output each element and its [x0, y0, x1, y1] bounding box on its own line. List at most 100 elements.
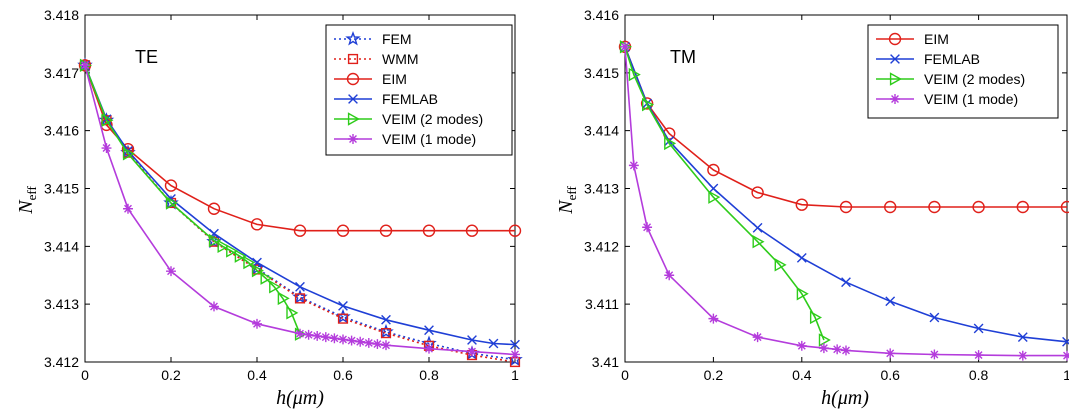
x-tick-label: 0.2: [161, 367, 181, 383]
data-point: [123, 203, 133, 214]
data-point: [166, 266, 176, 277]
data-point: [488, 338, 499, 349]
data-point: [101, 143, 112, 153]
data-point: [243, 255, 256, 270]
data-point: [640, 97, 654, 110]
legend-marker: [348, 94, 358, 104]
data-point: [208, 233, 221, 248]
data-point: [841, 345, 851, 356]
data-point: [707, 163, 720, 177]
data-point: [818, 343, 829, 354]
data-point: [286, 306, 299, 320]
data-point: [796, 287, 809, 301]
y-tick-label: 3.412: [44, 354, 79, 370]
chart-te: 0 0.2 0.4 0.6 0.8 1 3.412 3.413 3.414 3.415 3.416 3…: [15, 7, 523, 409]
data-point: [381, 314, 391, 325]
data-point: [796, 253, 807, 263]
legend-marker: [346, 72, 360, 86]
x-tick-label: 0: [621, 367, 629, 383]
data-point: [338, 301, 348, 311]
data-point: [251, 263, 264, 278]
legend-entry: VEIM (2 modes): [334, 111, 483, 127]
legend: EIM FEMLAB VEIM (2 modes) VEIM (1 mode): [867, 24, 1059, 119]
x-tick-label: 0.4: [247, 367, 267, 383]
y-tick-label: 3.41: [592, 354, 619, 370]
data-point: [346, 335, 357, 346]
legend-entry: VEIM (1 mode): [334, 131, 476, 147]
legend-label: WMM: [382, 51, 419, 67]
data-point: [101, 113, 114, 127]
data-point: [467, 346, 477, 357]
y-tick-label: 3.415: [44, 181, 79, 197]
data-point: [832, 344, 843, 355]
data-point: [752, 332, 763, 343]
data-point: [1017, 332, 1028, 343]
legend-label: EIM: [924, 31, 949, 47]
data-point: [467, 335, 477, 345]
legend-label: VEIM (2 modes): [382, 111, 483, 127]
data-point: [1062, 336, 1069, 347]
data-point: [372, 339, 383, 350]
data-point: [355, 336, 366, 347]
data-point: [708, 313, 719, 324]
y-tick-label: 3.411: [585, 296, 619, 312]
data-point: [929, 312, 940, 323]
data-point: [508, 224, 522, 237]
legend-marker: [347, 53, 359, 65]
series-line: [624, 46, 825, 341]
y-tick-label: 3.416: [584, 7, 619, 23]
data-point: [320, 332, 331, 343]
x-tick-label: 0: [81, 367, 89, 383]
data-point: [841, 277, 851, 288]
legend-marker: [345, 31, 361, 46]
data-point: [252, 318, 262, 329]
data-point: [664, 270, 675, 281]
data-point: [972, 200, 985, 214]
data-point: [885, 348, 896, 359]
data-point: [628, 160, 639, 171]
data-point: [234, 249, 247, 263]
legend-box: [325, 24, 513, 156]
data-point: [809, 310, 823, 325]
data-point: [329, 333, 340, 344]
x-tick-label: 1: [1063, 367, 1069, 383]
data-point: [642, 97, 655, 112]
data-point: [1016, 200, 1029, 214]
panel-label: TM: [670, 47, 696, 67]
legend-label: VEIM (1 mode): [382, 131, 476, 147]
legend-label: VEIM (2 modes): [924, 71, 1025, 87]
legend-label: FEM: [382, 31, 412, 47]
data-point: [928, 200, 941, 214]
data-point: [363, 337, 374, 348]
legend-entry: FEMLAB: [334, 91, 438, 107]
legend-entry: EIM: [334, 71, 407, 87]
legend-entry: WMM: [334, 51, 419, 67]
legend-label: FEMLAB: [924, 51, 980, 67]
legend-entry: VEIM (1 mode): [876, 91, 1018, 107]
data-point: [839, 200, 853, 214]
data-point: [336, 224, 350, 237]
data-point: [165, 196, 178, 210]
data-point: [465, 224, 479, 237]
legend-entry: FEMLAB: [876, 51, 980, 67]
data-point: [973, 323, 984, 334]
data-point: [751, 186, 764, 199]
legend: FEM WMM EIM FEMLAB VEIM (2 modes) VEIM (1 mod…: [325, 24, 513, 156]
legend-marker: [347, 112, 360, 126]
data-point: [1017, 350, 1028, 361]
data-point: [380, 327, 392, 339]
x-tick-label: 0.6: [333, 367, 353, 383]
data-point: [1060, 200, 1069, 214]
data-point: [774, 258, 787, 272]
series-line: [624, 46, 1068, 343]
x-tick-label: 0.8: [419, 367, 439, 383]
data-point: [293, 224, 307, 237]
data-point: [312, 331, 323, 341]
data-point: [209, 301, 219, 312]
legend-label: FEMLAB: [382, 91, 438, 107]
data-point: [708, 190, 721, 204]
y-axis-label: Neff: [15, 186, 39, 215]
x-tick-label: 0.8: [969, 367, 989, 383]
data-point: [628, 67, 641, 82]
